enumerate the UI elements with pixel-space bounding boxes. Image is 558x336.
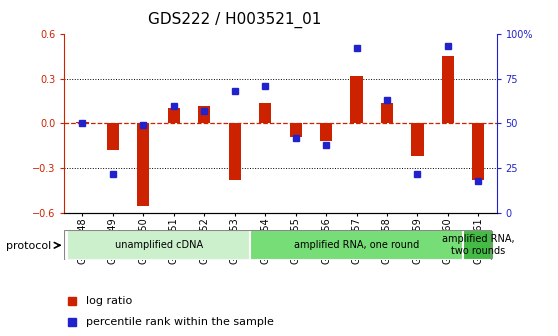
Bar: [76, 122, 89, 123]
Bar: [67, 230, 250, 260]
Text: amplified RNA,
two rounds: amplified RNA, two rounds: [442, 235, 514, 256]
Text: GDS222 / H003521_01: GDS222 / H003521_01: [148, 12, 321, 28]
Bar: [442, 56, 454, 123]
Bar: [259, 102, 271, 123]
Bar: [250, 230, 463, 260]
Text: log ratio: log ratio: [86, 296, 132, 306]
Bar: [107, 123, 119, 151]
Bar: [137, 123, 150, 206]
Bar: [463, 230, 494, 260]
Bar: [198, 106, 210, 123]
Bar: [229, 123, 241, 180]
Bar: [290, 123, 302, 137]
Text: protocol: protocol: [6, 241, 51, 251]
Bar: [320, 123, 332, 141]
Bar: [411, 123, 424, 157]
Bar: [381, 102, 393, 123]
Bar: [168, 109, 180, 123]
Text: unamplified cDNA: unamplified cDNA: [114, 240, 203, 250]
Text: percentile rank within the sample: percentile rank within the sample: [86, 317, 273, 327]
Bar: [472, 123, 484, 180]
Text: amplified RNA, one round: amplified RNA, one round: [294, 240, 419, 250]
Bar: [350, 76, 363, 123]
